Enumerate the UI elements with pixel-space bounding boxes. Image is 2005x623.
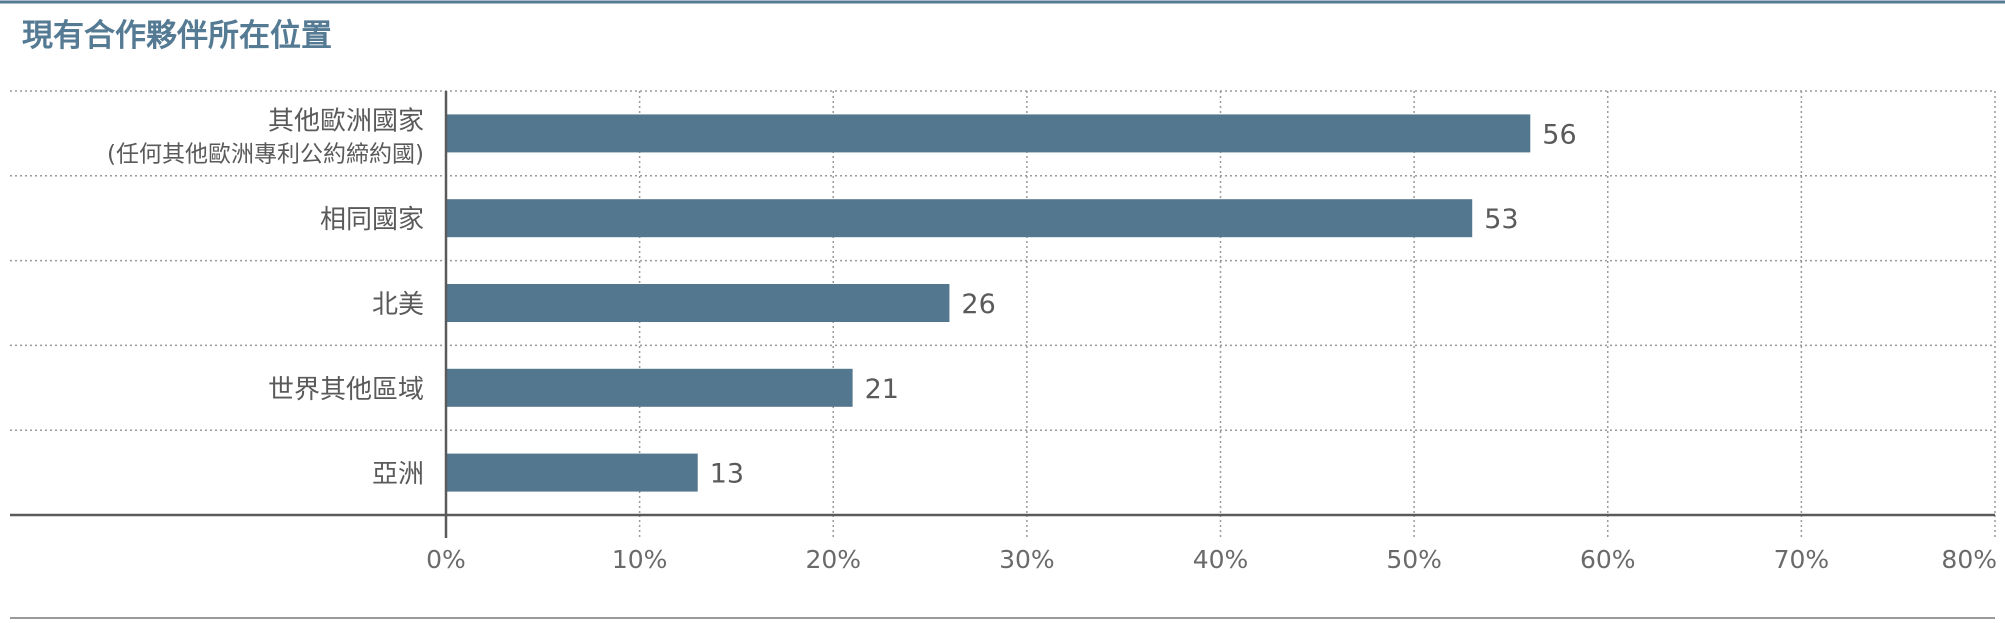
value-label: 53	[1484, 204, 1518, 235]
category-label: 相同國家	[320, 205, 424, 235]
value-label: 26	[961, 289, 995, 320]
x-tick-label: 80%	[1941, 545, 1997, 574]
category-sublabel: (任何其他歐洲專利公約締約國)	[107, 141, 424, 167]
bar	[446, 454, 698, 492]
x-tick-label: 10%	[612, 545, 668, 574]
x-tick-label: 0%	[426, 545, 466, 574]
value-label: 56	[1542, 119, 1576, 150]
bar	[446, 114, 1530, 152]
x-tick-label: 70%	[1774, 545, 1830, 574]
value-label: 21	[865, 374, 899, 405]
x-tick-label: 50%	[1386, 545, 1442, 574]
bar	[446, 284, 949, 322]
category-labels: 其他歐洲國家 (任何其他歐洲專利公約締約國) 相同國家北美世界其他區域亞洲	[107, 106, 424, 489]
category-label: 亞洲	[372, 460, 424, 490]
x-axis-ticks: 0% 10% 20% 30% 40% 50% 60% 70% 80%	[426, 545, 1997, 574]
x-tick-label: 40%	[1193, 545, 1249, 574]
category-label: 北美	[372, 290, 424, 320]
chart-title: 現有合作夥伴所在位置	[22, 18, 332, 54]
bar	[446, 369, 853, 407]
category-label: 其他歐洲國家	[268, 106, 424, 136]
x-tick-label: 30%	[999, 545, 1055, 574]
x-tick-label: 20%	[805, 545, 861, 574]
x-tick-label: 60%	[1580, 545, 1636, 574]
value-label: 13	[710, 459, 744, 490]
bar	[446, 199, 1472, 237]
category-label: 世界其他區域	[268, 375, 424, 405]
